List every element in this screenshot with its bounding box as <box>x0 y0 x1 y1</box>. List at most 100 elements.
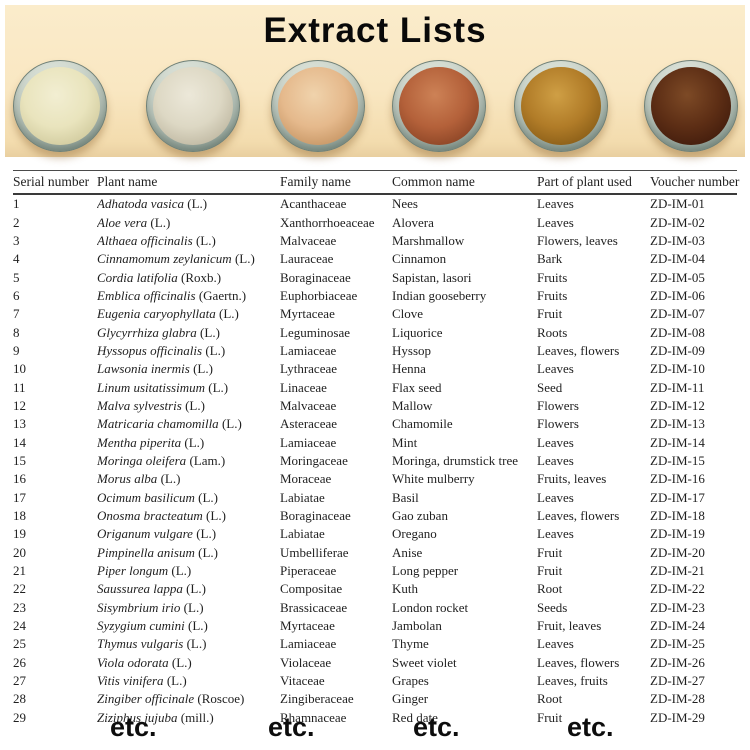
cell-common-name: Cinnamon <box>392 251 447 267</box>
cell-plant-name: Ziziphus jujuba (mill.) <box>97 709 214 725</box>
cell-voucher-number: ZD-IM-19 <box>650 526 705 542</box>
column-header: Plant name <box>97 174 158 189</box>
column-header: Family name <box>280 174 351 189</box>
sandy-tan-extract-powder-dish <box>271 60 365 152</box>
cell-part-used: Seeds <box>537 599 568 615</box>
cell-serial: 23 <box>13 599 26 615</box>
cell-family-name: Piperaceae <box>280 563 337 579</box>
cell-plant-name: Cordia latifolia (Roxb.) <box>97 269 222 285</box>
table-row: 22 Saussurea lappa (L.) Compositae Kuth Root… <box>13 580 737 598</box>
cell-plant-name: Viola odorata (L.) <box>97 654 192 670</box>
cell-serial: 25 <box>13 636 26 652</box>
cell-part-used: Bark <box>537 251 563 267</box>
sandy-tan-extract-powder <box>278 67 358 145</box>
cell-voucher-number: ZD-IM-13 <box>650 416 705 432</box>
cell-voucher-number: ZD-IM-03 <box>650 232 705 248</box>
cell-family-name: Malvaceae <box>280 232 337 248</box>
table-row: 17 Ocimum basilicum (L.) Labiatae Basil Leav… <box>13 489 737 507</box>
table-header-row: Serial number Plant name Family name Common… <box>13 170 740 194</box>
off-white-extract-powder-dish <box>146 60 240 152</box>
cell-voucher-number: ZD-IM-07 <box>650 306 705 322</box>
etc-label: etc. <box>110 712 157 742</box>
cell-voucher-number: ZD-IM-29 <box>650 709 705 725</box>
cell-part-used: Leaves, flowers <box>537 342 620 358</box>
etc-label: etc. <box>268 712 315 742</box>
cell-serial: 9 <box>13 342 20 358</box>
cell-plant-name: Onosma bracteatum (L.) <box>97 508 226 524</box>
cell-voucher-number: ZD-IM-27 <box>650 673 705 689</box>
cell-family-name: Lamiaceae <box>280 342 337 358</box>
cell-voucher-number: ZD-IM-17 <box>650 489 705 505</box>
cell-part-used: Flowers, leaves <box>537 232 618 248</box>
cell-plant-name: Emblica officinalis (Gaertn.) <box>97 287 247 303</box>
pale-yellow-extract-powder-dish <box>13 60 107 152</box>
table-row: 6 Emblica officinalis (Gaertn.) Euphorbiac… <box>13 287 737 305</box>
cell-family-name: Asteraceae <box>280 416 338 432</box>
cell-voucher-number: ZD-IM-25 <box>650 636 705 652</box>
cell-family-name: Brassicaceae <box>280 599 348 615</box>
cell-family-name: Myrtaceae <box>280 618 335 634</box>
extracts-table-wrap: Serial number Plant name Family name Common… <box>13 170 740 727</box>
cell-serial: 6 <box>13 287 20 303</box>
cell-common-name: Indian gooseberry <box>392 287 487 303</box>
cell-family-name: Lamiaceae <box>280 636 337 652</box>
cell-common-name: Hyssop <box>392 342 432 358</box>
cell-voucher-number: ZD-IM-16 <box>650 471 705 487</box>
cell-plant-name: Thymus vulgaris (L.) <box>97 636 207 652</box>
cell-serial: 14 <box>13 434 26 450</box>
cell-voucher-number: ZD-IM-21 <box>650 563 705 579</box>
cell-part-used: Leaves <box>537 434 574 450</box>
cell-plant-name: Lawsonia inermis (L.) <box>97 361 213 377</box>
cell-plant-name: Hyssopus officinalis (L.) <box>97 342 226 358</box>
column-header: Part of plant used <box>537 174 632 189</box>
cell-family-name: Acanthaceae <box>280 196 347 212</box>
etc-row: etc. etc. etc. etc. <box>0 712 750 748</box>
cell-serial: 24 <box>13 618 26 634</box>
cell-family-name: Lauraceae <box>280 251 334 267</box>
table-row: 11 Linum usitatissimum (L.) Linaceae Flax s… <box>13 378 737 396</box>
column-header: Serial number <box>13 174 90 189</box>
column-header: Common name <box>392 174 475 189</box>
cell-plant-name: Eugenia caryophyllata (L.) <box>97 306 239 322</box>
extracts-table: Serial number Plant name Family name Common… <box>13 170 740 727</box>
cell-common-name: White mulberry <box>392 471 475 487</box>
cell-plant-name: Malva sylvestris (L.) <box>97 397 205 413</box>
dark-brown-extract-powder-dish <box>644 60 738 152</box>
cell-family-name: Moraceae <box>280 471 332 487</box>
cell-voucher-number: ZD-IM-24 <box>650 618 705 634</box>
table-row: 12 Malva sylvestris (L.) Malvaceae Mallow Fl… <box>13 397 737 415</box>
page-title: Extract Lists <box>263 11 487 50</box>
cell-family-name: Boraginaceae <box>280 269 351 285</box>
column-header: Voucher number <box>650 174 740 189</box>
cell-common-name: Marshmallow <box>392 232 465 248</box>
cell-serial: 1 <box>13 196 20 212</box>
cell-part-used: Fruit <box>537 544 563 560</box>
cell-common-name: Alovera <box>392 214 434 230</box>
rust-orange-extract-powder <box>399 67 479 145</box>
cell-serial: 29 <box>13 709 26 725</box>
table-row: 3 Althaea officinalis (L.) Malvaceae Marshm… <box>13 232 737 250</box>
cell-serial: 18 <box>13 508 26 524</box>
cell-common-name: Moringa, drumstick tree <box>392 452 518 468</box>
cell-voucher-number: ZD-IM-15 <box>650 452 705 468</box>
cell-common-name: Gao zuban <box>392 508 448 524</box>
cell-part-used: Fruit <box>537 563 563 579</box>
etc-label: etc. <box>413 712 460 742</box>
cell-common-name: London rocket <box>392 599 469 615</box>
cell-part-used: Leaves <box>537 636 574 652</box>
cell-voucher-number: ZD-IM-09 <box>650 342 705 358</box>
cell-part-used: Leaves, flowers <box>537 508 620 524</box>
cell-serial: 5 <box>13 269 20 285</box>
rust-orange-extract-powder-dish <box>392 60 486 152</box>
cell-common-name: Mint <box>392 434 418 450</box>
cell-plant-name: Matricaria chamomilla (L.) <box>97 416 242 432</box>
cell-common-name: Ginger <box>392 691 429 707</box>
cell-family-name: Lamiaceae <box>280 434 337 450</box>
cell-serial: 13 <box>13 416 26 432</box>
table-row: 2 Aloe vera (L.) Xanthorrhoeaceae Alovera Le… <box>13 213 737 231</box>
table-row: 14 Mentha piperita (L.) Lamiaceae Mint Leave… <box>13 433 737 451</box>
cell-family-name: Xanthorrhoeaceae <box>280 214 375 230</box>
pale-yellow-extract-powder <box>20 67 100 145</box>
cell-plant-name: Origanum vulgare (L.) <box>97 526 217 542</box>
table-row: 25 Thymus vulgaris (L.) Lamiaceae Thyme Leav… <box>13 635 737 653</box>
